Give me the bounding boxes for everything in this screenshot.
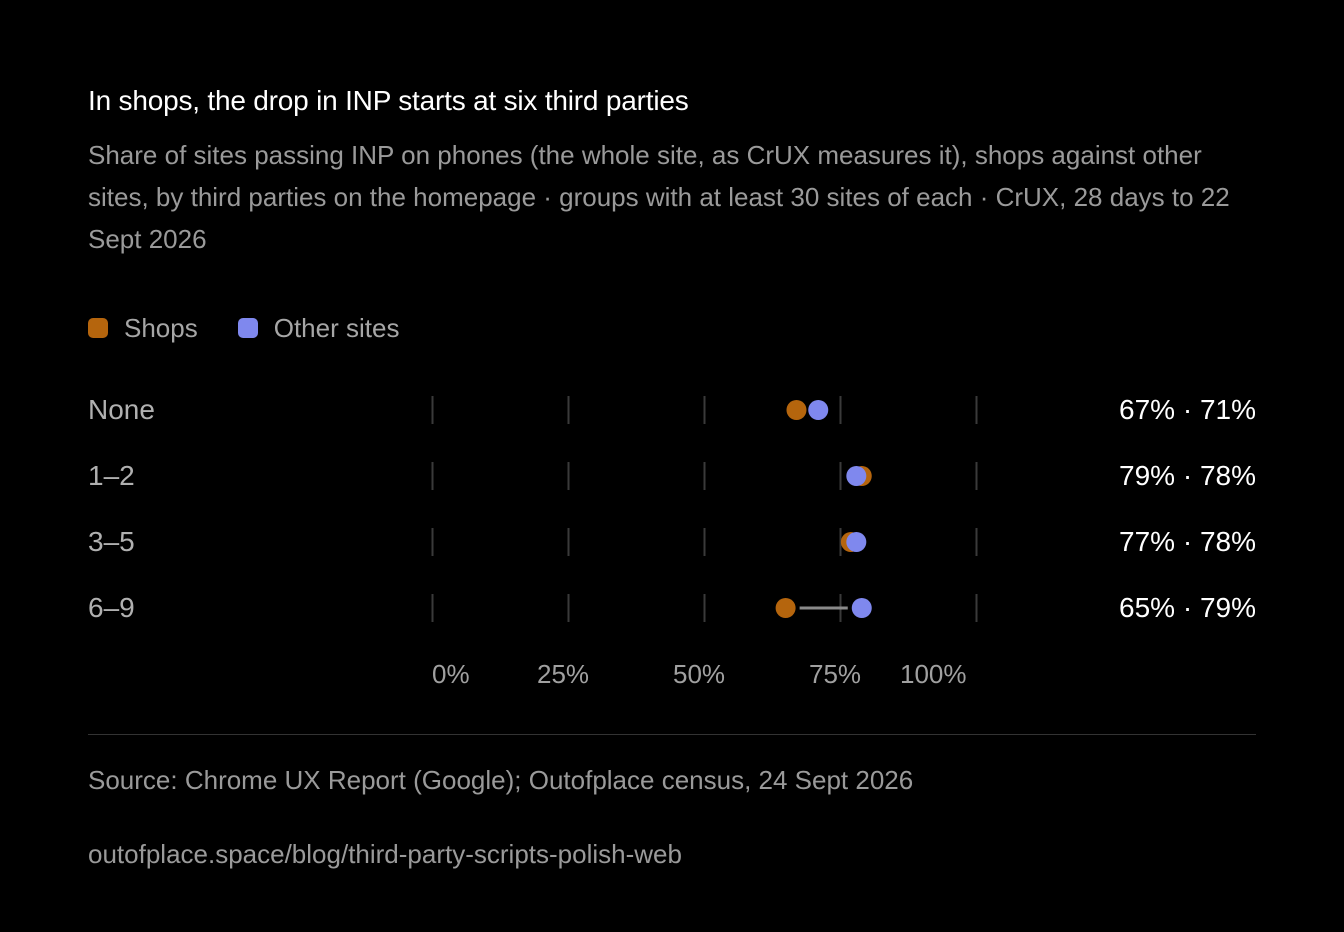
row-label-6-9: 6–9	[88, 592, 135, 623]
legend-label-shops: Shops	[124, 312, 198, 343]
dot-other-sites-6-9	[851, 598, 872, 618]
x-tick-label-50: 50%	[673, 659, 726, 689]
dot-other-sites-3-5	[846, 532, 867, 552]
x-tick-label-25: 25%	[537, 659, 590, 689]
row-label-none: None	[88, 394, 155, 425]
chart-subtitle: Share of sites passing INP on phones (th…	[88, 140, 1230, 254]
row-value-3-5: 77% · 78%	[1119, 526, 1256, 557]
source-note: Source: Chrome UX Report (Google); Outof…	[88, 765, 914, 795]
row-value-1-2: 79% · 78%	[1119, 460, 1256, 491]
row-label-1-2: 1–2	[88, 460, 135, 491]
dot-other-sites-1-2	[846, 466, 867, 486]
legend: Shops Other sites	[88, 308, 439, 348]
legend-item-shops: Shops	[88, 313, 198, 344]
legend-swatch-other-sites	[237, 318, 258, 338]
x-tick-label-0: 0%	[432, 659, 470, 689]
source-url: outofplace.space/blog/third-party-script…	[88, 839, 682, 869]
dot-other-sites-none	[808, 400, 829, 420]
x-tick-label-75: 75%	[809, 659, 862, 689]
row-value-none: 67% · 71%	[1119, 394, 1256, 425]
footer-divider	[88, 734, 1256, 735]
x-tick-label-100: 100%	[900, 659, 967, 689]
row-value-6-9: 65% · 79%	[1119, 592, 1256, 623]
legend-item-other-sites: Other sites	[237, 312, 400, 344]
legend-label-other-sites: Other sites	[273, 312, 400, 343]
chart-title: In shops, the drop in INP starts at six …	[88, 85, 689, 116]
legend-swatch-shops	[88, 318, 108, 338]
dot-shops-none	[786, 400, 807, 420]
dot-shops-6-9	[775, 598, 796, 618]
row-label-3-5: 3–5	[88, 526, 135, 557]
